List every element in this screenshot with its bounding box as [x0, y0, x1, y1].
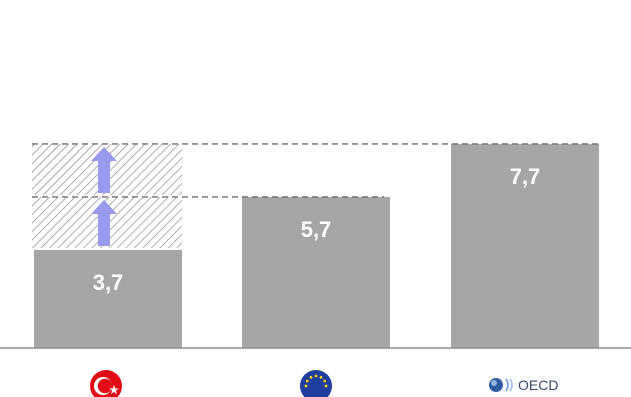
up-arrow-1 — [91, 199, 117, 246]
bar-1 — [34, 249, 182, 348]
value-labels: 3,7 5,7 7,7 — [93, 164, 541, 295]
turkey-flag-icon — [90, 370, 122, 397]
bars-layer — [34, 143, 599, 348]
eu-flag-icon — [300, 370, 332, 397]
arrows-layer — [91, 146, 117, 246]
oecd-logo-text: OECD — [518, 377, 558, 393]
bar-3 — [451, 143, 599, 348]
oecd-logo-icon: OECD — [489, 377, 558, 393]
up-arrow-2 — [91, 146, 117, 193]
reference-lines — [32, 143, 598, 198]
bar-value-label: 5,7 — [301, 217, 332, 242]
bar-value-label: 3,7 — [93, 270, 124, 295]
bar-2 — [242, 196, 390, 348]
bar-value-label: 7,7 — [510, 164, 541, 189]
